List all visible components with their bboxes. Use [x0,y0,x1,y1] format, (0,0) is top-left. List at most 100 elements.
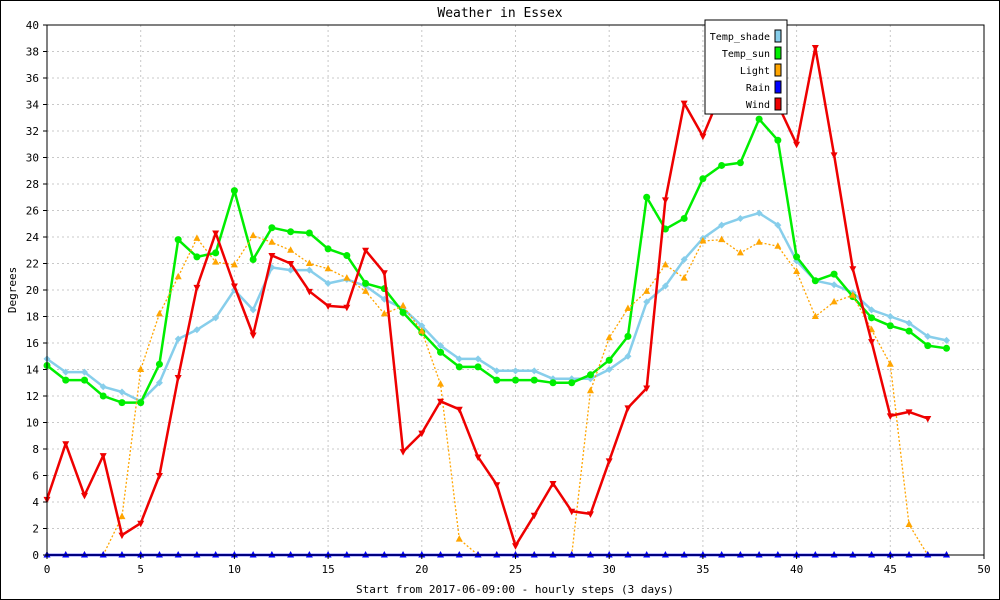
data-point-rain [849,551,857,558]
data-point-temp-sun [943,344,951,352]
data-point-temp-sun [793,253,801,261]
data-point-light [212,258,220,265]
data-point-wind [305,288,313,296]
data-point-temp-sun [699,175,707,183]
x-tick-label: 5 [137,563,144,576]
data-point-temp-sun [868,314,876,322]
data-point-temp-shade [80,368,88,376]
data-point-rain [380,551,388,558]
data-point-light [774,242,782,249]
data-point-temp-shade [774,221,782,229]
data-point-wind [137,520,145,528]
data-point-rain [212,551,220,558]
data-point-rain [549,551,557,558]
data-point-wind [605,458,613,465]
data-point-temp-shade [661,282,669,290]
data-point-rain [455,551,463,558]
data-point-wind [886,413,894,420]
data-point-wind [586,511,594,518]
data-point-wind [868,339,876,346]
data-point-temp-sun [155,360,163,368]
data-point-temp-sun [755,115,763,123]
data-point-rain [155,551,163,558]
data-point-wind [474,454,482,461]
data-point-light [193,234,201,241]
data-point-temp-sun [643,193,651,201]
data-point-rain [80,551,88,558]
data-point-temp-shade [437,342,445,350]
data-point-wind [643,385,651,393]
y-tick-label: 20 [26,284,39,297]
data-point-rain [793,551,801,558]
data-point-light [680,274,688,281]
y-tick-label: 30 [26,152,39,165]
data-point-wind [437,398,445,406]
data-point-rain [99,551,107,558]
data-point-temp-sun [118,399,126,407]
data-point-temp-sun [437,348,445,356]
data-point-temp-shade [493,367,501,375]
data-point-rain [268,551,276,558]
data-point-light [418,327,426,334]
y-tick-label: 8 [32,443,39,456]
x-tick-label: 35 [696,563,709,576]
data-point-rain [680,551,688,558]
data-point-wind [793,141,801,149]
data-point-light [249,231,257,239]
data-point-wind [455,406,463,414]
data-point-light [718,235,726,243]
data-point-temp-shade [193,326,201,334]
data-point-light [343,274,351,281]
legend-swatch-temp-sun [774,46,782,60]
data-point-temp-sun [493,376,501,384]
data-point-rain [174,551,182,558]
data-point-rain [624,551,632,558]
data-point-rain [399,551,407,558]
y-tick-label: 0 [32,549,39,562]
legend-box [704,19,788,115]
data-point-wind [661,197,669,204]
data-point-wind [512,543,519,550]
data-point-temp-sun [474,363,482,371]
y-tick-label: 12 [26,390,39,403]
data-point-temp-sun [736,159,744,167]
data-point-temp-shade [474,355,482,363]
data-point-light [137,365,145,372]
data-point-temp-shade [305,266,313,274]
series-temp-sun [43,115,951,407]
data-point-temp-shade [212,314,220,322]
data-point-wind [924,416,932,423]
data-point-light [830,297,838,305]
data-point-temp-sun [774,136,782,144]
data-point-rain [324,551,332,558]
y-tick-label: 40 [26,19,39,32]
data-point-temp-shade [718,221,726,229]
data-point-rain [811,551,819,558]
data-point-temp-sun [212,249,220,257]
data-point-temp-sun [80,376,88,384]
data-point-light [287,246,295,253]
data-point-temp-shade [99,383,107,391]
data-point-light [380,309,388,317]
data-point-light [399,301,407,309]
data-point-rain [943,551,951,558]
data-point-wind [699,133,707,141]
y-tick-label: 2 [32,523,39,536]
y-tick-label: 32 [26,125,39,138]
x-tick-label: 15 [321,563,334,576]
x-tick-label: 40 [790,563,803,576]
data-point-light [811,312,819,319]
data-point-wind [418,430,426,438]
legend-label-light: Light [740,66,770,77]
data-point-temp-shade [905,319,913,327]
data-point-temp-sun [268,224,276,232]
data-point-light [736,248,744,256]
data-point-temp-shade [605,366,613,373]
legend-swatch-temp-shade [774,29,782,43]
data-point-temp-sun [586,371,594,379]
data-point-wind [624,405,632,412]
data-point-wind [362,247,370,255]
data-point-wind [343,304,351,312]
series-layer [43,45,951,558]
data-point-temp-sun [905,327,913,335]
